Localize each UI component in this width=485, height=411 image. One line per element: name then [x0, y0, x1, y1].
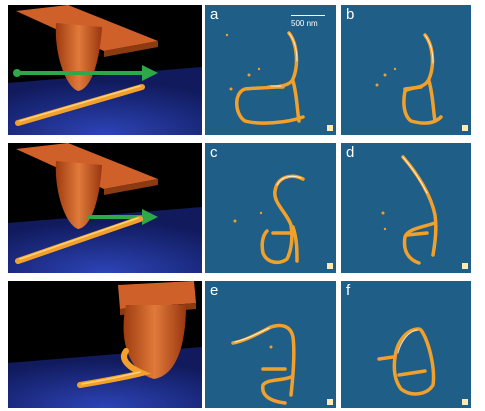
schematic-tip-bend-illustration — [8, 281, 202, 408]
panel-label-f: f — [346, 282, 351, 299]
schematic-tip-scan-illustration — [8, 5, 202, 135]
nanotube — [15, 84, 145, 126]
afm-tip — [55, 161, 102, 229]
nanotube — [15, 216, 143, 264]
nanotube-trace-c — [233, 174, 333, 269]
afm-image-b: b — [341, 5, 471, 135]
nanotube-trace-a — [225, 31, 333, 131]
schematic-panel-1 — [8, 5, 202, 135]
panel-label-e: e — [210, 282, 219, 299]
nanotube-trace-f — [377, 327, 468, 405]
nanotube-trace-e — [231, 323, 333, 405]
schematic-tip-push-illustration — [8, 143, 202, 273]
afm-image-e: e — [205, 281, 336, 408]
afm-tip — [123, 305, 186, 379]
nanotube-trace-d — [381, 155, 468, 269]
cantilever — [118, 281, 196, 309]
afm-image-d: d — [341, 143, 471, 273]
panel-label-c: c — [210, 144, 218, 161]
nanotube — [77, 348, 152, 388]
schematic-panel-3 — [8, 281, 202, 408]
scale-bar-label: 500 nm — [291, 19, 318, 28]
afm-image-c: c — [205, 143, 336, 273]
afm-image-a: a 500 nm — [205, 5, 336, 135]
schematic-panel-2 — [8, 143, 202, 273]
panel-label-b: b — [346, 6, 355, 23]
panel-label-d: d — [346, 144, 355, 161]
scale-bar — [291, 15, 325, 16]
panel-label-a: a — [210, 6, 219, 23]
afm-image-f: f — [341, 281, 471, 408]
nanotube-trace-b — [375, 33, 468, 131]
